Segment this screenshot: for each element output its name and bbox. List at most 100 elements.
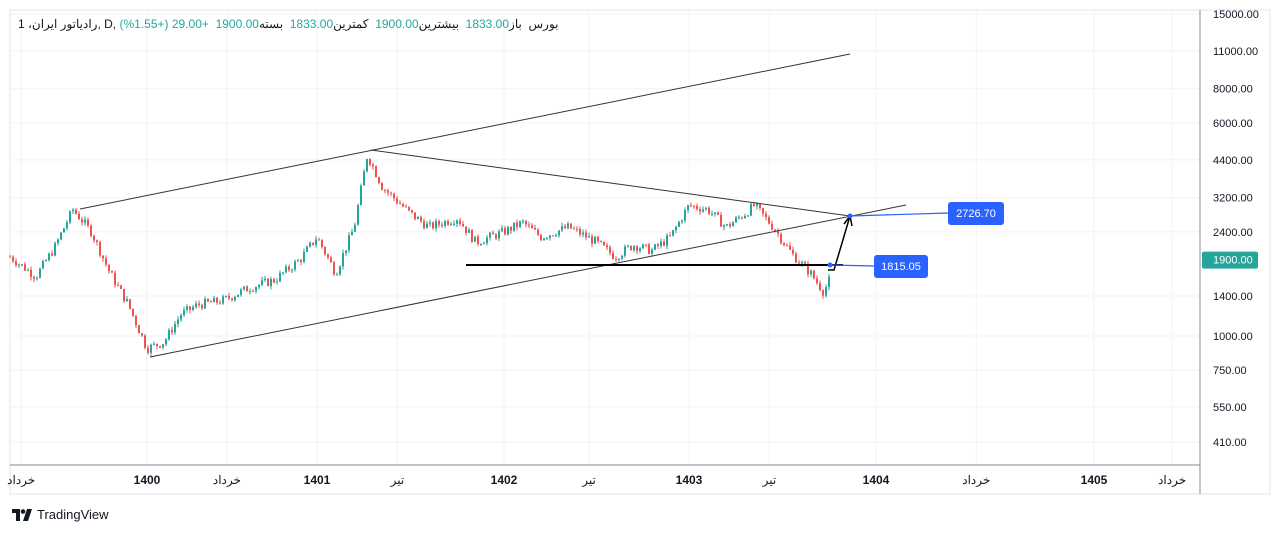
candle <box>60 232 62 240</box>
candle <box>324 247 326 255</box>
candle <box>192 307 194 310</box>
x-tick-label: 1400 <box>134 473 161 487</box>
candle <box>636 246 638 251</box>
candle <box>546 237 548 239</box>
candle <box>681 220 683 222</box>
candle <box>654 244 656 250</box>
candle <box>561 226 563 231</box>
candle <box>507 227 509 235</box>
candle <box>729 224 731 227</box>
candle <box>525 220 527 225</box>
candle <box>369 159 371 165</box>
y-tick-label: 15000.00 <box>1213 9 1259 21</box>
candle <box>765 213 767 218</box>
candle <box>768 217 770 224</box>
candle <box>72 209 74 212</box>
candle <box>183 309 185 316</box>
last-price-label: 1900.00 <box>1213 255 1253 267</box>
low-value: 1833.00 <box>289 17 334 31</box>
price-chart[interactable]: 15000.00 11000.00 8000.00 6000.00 4400.00 320… <box>0 0 1280 500</box>
candle <box>807 263 809 275</box>
y-tick-label: 3200.00 <box>1213 193 1253 205</box>
candle <box>291 269 293 271</box>
candle <box>564 226 566 229</box>
candle <box>687 205 689 211</box>
candle <box>165 339 167 345</box>
candle <box>669 235 671 237</box>
candle <box>333 262 335 275</box>
candle <box>471 229 473 242</box>
candle <box>777 231 779 234</box>
candle <box>288 266 290 270</box>
candle <box>456 220 458 224</box>
candle <box>501 228 503 232</box>
candle <box>387 190 389 193</box>
candle <box>213 297 215 303</box>
candle <box>93 236 95 241</box>
candle <box>789 245 791 250</box>
candle <box>426 223 428 229</box>
candle <box>327 254 329 258</box>
legend-header: 1 ،رادیاتور ایران, D, بورس باز1833.00 بی… <box>18 17 559 31</box>
high-value: 1900.00 <box>375 17 419 31</box>
y-tick-label: 4400.00 <box>1213 155 1253 167</box>
candle <box>123 288 125 302</box>
candle <box>372 164 374 167</box>
tradingview-logo[interactable]: TradingView <box>12 507 109 522</box>
candle <box>486 237 488 244</box>
y-tick-label: 750.00 <box>1213 365 1247 377</box>
candle <box>420 216 422 222</box>
candle <box>492 232 494 235</box>
y-tick-label: 550.00 <box>1213 402 1247 414</box>
candle <box>720 214 722 227</box>
candle <box>696 205 698 210</box>
candle <box>780 233 782 243</box>
candle <box>597 236 599 241</box>
candle <box>315 239 317 245</box>
candle <box>543 238 545 241</box>
y-tick-label: 8000.00 <box>1213 84 1253 96</box>
candle <box>237 294 239 298</box>
candle <box>153 343 155 345</box>
candle <box>270 279 272 287</box>
candle <box>435 220 437 229</box>
candle <box>423 221 425 229</box>
candle <box>762 207 764 214</box>
candle <box>447 220 449 225</box>
candle <box>156 343 158 347</box>
candle <box>399 203 401 205</box>
candle <box>162 344 164 348</box>
channel-lower-line <box>149 204 907 358</box>
change-value: +29.00 (+1.55%) <box>119 17 209 31</box>
candle <box>552 235 554 237</box>
y-tick-label: 2400.00 <box>1213 227 1253 239</box>
candle <box>498 231 500 239</box>
candle <box>264 278 266 281</box>
candle <box>405 206 407 208</box>
candle <box>573 228 575 230</box>
candle <box>588 236 590 238</box>
x-tick-label: خرداد <box>1158 473 1186 487</box>
candle <box>30 269 32 277</box>
candle <box>528 224 530 226</box>
candle <box>414 212 416 220</box>
candle <box>417 216 419 220</box>
candle <box>585 232 587 238</box>
candle <box>360 185 362 206</box>
candle <box>138 325 140 334</box>
candle <box>714 212 716 214</box>
candle <box>216 297 218 303</box>
candle <box>783 242 785 246</box>
candle <box>285 266 287 273</box>
candle <box>222 296 224 304</box>
candle <box>342 252 344 267</box>
candle <box>612 252 614 260</box>
candle <box>438 220 440 225</box>
candle <box>117 285 119 287</box>
candle <box>600 240 602 242</box>
candle <box>303 251 305 262</box>
candle <box>21 264 23 266</box>
candle <box>489 232 491 238</box>
candle <box>207 298 209 302</box>
x-tick-label: 1403 <box>676 473 703 487</box>
